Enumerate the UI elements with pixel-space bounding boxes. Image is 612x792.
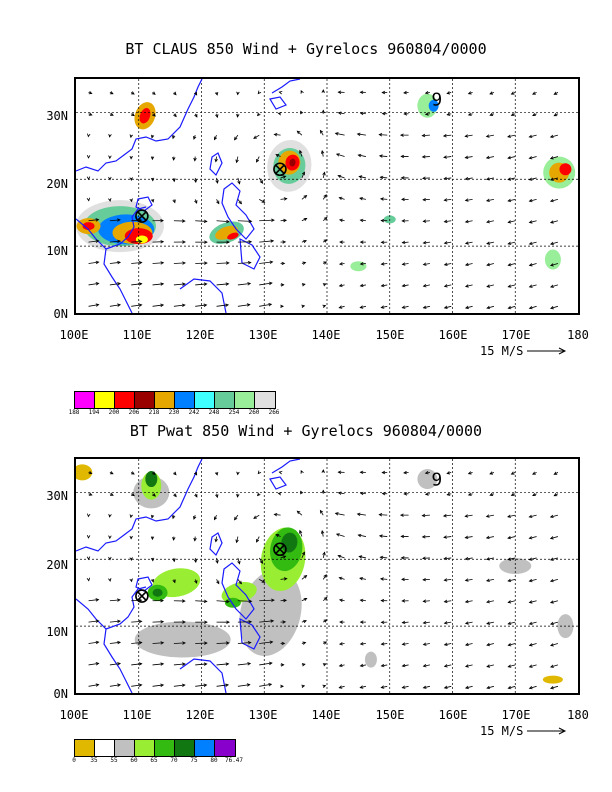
bottom-xlabel-100e: 100E <box>59 708 89 722</box>
top-xlabel-170e: 170E <box>501 328 531 342</box>
colorbar-tick-label: 254 <box>228 409 240 416</box>
colorbar-swatch <box>115 740 135 756</box>
colorbar-tick-label: 218 <box>148 409 160 416</box>
colorbar-tick-label: 35 <box>90 757 98 764</box>
colorbar-swatch <box>95 740 115 756</box>
bottom-xlabel-140e: 140E <box>311 708 341 722</box>
coastlines <box>76 79 301 313</box>
colorbar-swatch <box>255 392 275 408</box>
bottom-ylabel-10n: 10N <box>46 625 68 639</box>
bottom-xlabel-120e: 120E <box>185 708 215 722</box>
gyre-location-marker <box>135 589 149 603</box>
colorbar-tick-label: 242 <box>188 409 200 416</box>
bottom-xlabel-130e: 130E <box>248 708 278 722</box>
colorbar-swatch <box>135 392 155 408</box>
bottom-ylabel-0n: 0N <box>53 687 68 701</box>
top-vector-scale-arrow <box>527 347 567 355</box>
colorbar-tick-label: 70 <box>170 757 178 764</box>
colorbar-tick-label: 75 <box>190 757 198 764</box>
colorbar-swatch <box>195 392 215 408</box>
colorbar-swatch <box>95 392 115 408</box>
bottom-vector-scale-label: 15 M/S <box>480 724 524 738</box>
bottom-ylabel-30n: 30N <box>46 489 68 503</box>
top-xlabel-150e: 150E <box>375 328 405 342</box>
top-map-plot: 9 <box>76 79 578 313</box>
colorbar-swatch <box>75 392 95 408</box>
top-ylabel-20n: 20N <box>46 177 68 191</box>
colorbar-tick-label: 194 <box>88 409 100 416</box>
colorbar-tick-label: 230 <box>168 409 180 416</box>
top-xlabel-140e: 140E <box>311 328 341 342</box>
typhoon-symbol-icon: 9 <box>431 90 442 111</box>
top-ylabel-30n: 30N <box>46 109 68 123</box>
colorbar-tick-label: 0 <box>72 757 76 764</box>
grid-lines <box>76 79 578 313</box>
top-xlabel-180: 180 <box>567 328 589 342</box>
top-xlabel-100e: 100E <box>59 328 89 342</box>
colorbar-tick-label: 200 <box>108 409 120 416</box>
top-xlabel-120e: 120E <box>185 328 215 342</box>
colorbar-tick-label: 80 <box>210 757 218 764</box>
coastlines <box>76 459 301 693</box>
wind-vectors <box>86 89 559 310</box>
top-xlabel-160e: 160E <box>438 328 468 342</box>
gyre-location-marker <box>135 209 149 223</box>
precipitable-water-fill <box>76 464 574 684</box>
colorbar-tick-label: 266 <box>268 409 280 416</box>
colorbar-swatch <box>215 740 235 756</box>
colorbar-swatch <box>155 740 175 756</box>
bottom-ylabel-20n: 20N <box>46 558 68 572</box>
typhoon-symbol-icon: 9 <box>431 470 442 491</box>
svg-text:9: 9 <box>431 90 442 111</box>
bottom-colorbar <box>74 739 236 757</box>
bottom-xlabel-180: 180 <box>567 708 589 722</box>
bottom-map-panel: 9 <box>74 457 580 695</box>
top-ylabel-0n: 0N <box>53 307 68 321</box>
colorbar-tick-label: 76.47 <box>224 757 244 764</box>
top-ylabel-10n: 10N <box>46 244 68 258</box>
wind-vectors <box>86 469 559 690</box>
top-colorbar <box>74 391 276 409</box>
cloud-temperature-fill <box>76 93 576 272</box>
colorbar-tick-label: 55 <box>110 757 118 764</box>
colorbar-swatch <box>175 740 195 756</box>
colorbar-swatch <box>135 740 155 756</box>
colorbar-tick-label: 260 <box>248 409 260 416</box>
colorbar-tick-label: 248 <box>208 409 220 416</box>
colorbar-swatch <box>175 392 195 408</box>
bottom-xlabel-170e: 170E <box>501 708 531 722</box>
bottom-xlabel-110e: 110E <box>122 708 152 722</box>
bottom-xlabel-160e: 160E <box>438 708 468 722</box>
colorbar-swatch <box>75 740 95 756</box>
colorbar-tick-label: 65 <box>150 757 158 764</box>
top-xlabel-110e: 110E <box>122 328 152 342</box>
bottom-map-plot: 9 <box>76 459 578 693</box>
colorbar-swatch <box>115 392 135 408</box>
grid-lines <box>76 459 578 693</box>
colorbar-swatch <box>195 740 215 756</box>
top-map-panel: 9 <box>74 77 580 315</box>
colorbar-swatch <box>235 392 255 408</box>
top-xlabel-130e: 130E <box>248 328 278 342</box>
bottom-xlabel-150e: 150E <box>375 708 405 722</box>
colorbar-tick-label: 188 <box>68 409 80 416</box>
top-panel-title: BT CLAUS 850 Wind + Gyrelocs 960804/0000 <box>125 40 487 58</box>
colorbar-swatch <box>215 392 235 408</box>
top-vector-scale-label: 15 M/S <box>480 344 524 358</box>
colorbar-tick-label: 60 <box>130 757 138 764</box>
bottom-vector-scale-arrow <box>527 727 567 735</box>
gyre-location-marker <box>273 542 287 557</box>
colorbar-tick-label: 206 <box>128 409 140 416</box>
gyre-location-marker <box>273 162 287 177</box>
bottom-panel-title: BT Pwat 850 Wind + Gyrelocs 960804/0000 <box>129 422 483 440</box>
colorbar-swatch <box>155 392 175 408</box>
